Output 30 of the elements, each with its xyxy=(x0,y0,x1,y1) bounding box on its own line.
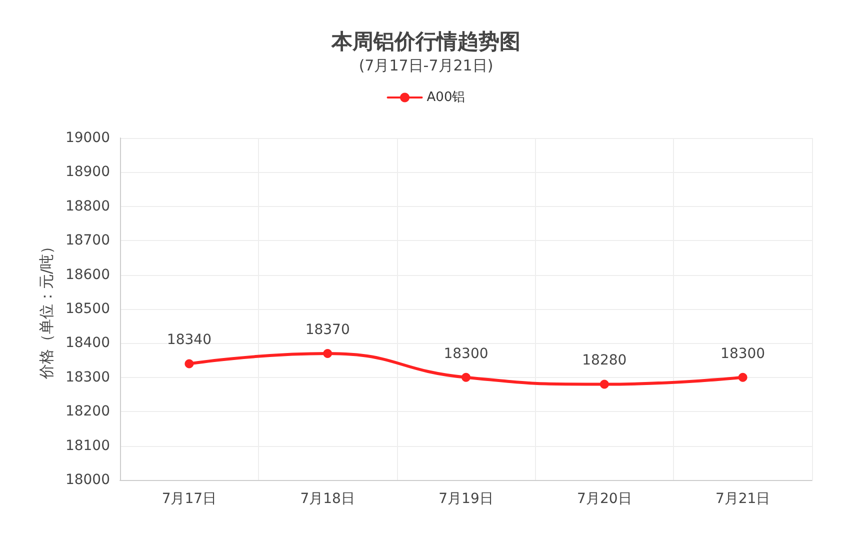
point xyxy=(323,348,332,358)
x-tick-label: 7月18日 xyxy=(300,491,355,507)
point xyxy=(184,359,194,368)
y-tick-label: 18500 xyxy=(65,301,110,317)
chart-title: 本周铝价行情趋势图 xyxy=(330,30,520,54)
x-tick-label: 7月17日 xyxy=(162,491,217,507)
chart-subtitle: (7月17日-7月21日) xyxy=(358,56,494,74)
y-tick-label: 18200 xyxy=(65,404,110,420)
y-tick-label: 18000 xyxy=(65,472,110,488)
y-tick-label: 18800 xyxy=(65,198,110,214)
y-tick-label: 19000 xyxy=(65,130,110,146)
x-tick-label: 7月19日 xyxy=(438,491,494,507)
y-axis-title: 价格（单位：元/吨） xyxy=(38,238,56,380)
data-label: 18370 xyxy=(305,322,350,338)
data-label: 18300 xyxy=(720,346,766,362)
point xyxy=(600,380,609,389)
data-label: 18300 xyxy=(444,346,488,362)
legend-label: A00铝 xyxy=(426,90,466,105)
data-label: 18340 xyxy=(166,332,212,348)
x-tick-label: 7月20日 xyxy=(577,491,632,507)
point xyxy=(738,372,748,382)
y-tick-label: 18300 xyxy=(65,369,110,386)
data-label: 18280 xyxy=(582,352,627,369)
x-tick-label: 7月21日 xyxy=(715,491,770,507)
y-tick-label: 18600 xyxy=(65,266,110,283)
y-tick-label: 18900 xyxy=(65,164,110,180)
y-tick-label: 18100 xyxy=(65,438,110,454)
y-tick-label: 18700 xyxy=(65,232,110,249)
point xyxy=(462,372,470,382)
y-tick-label: 18400 xyxy=(65,335,110,352)
